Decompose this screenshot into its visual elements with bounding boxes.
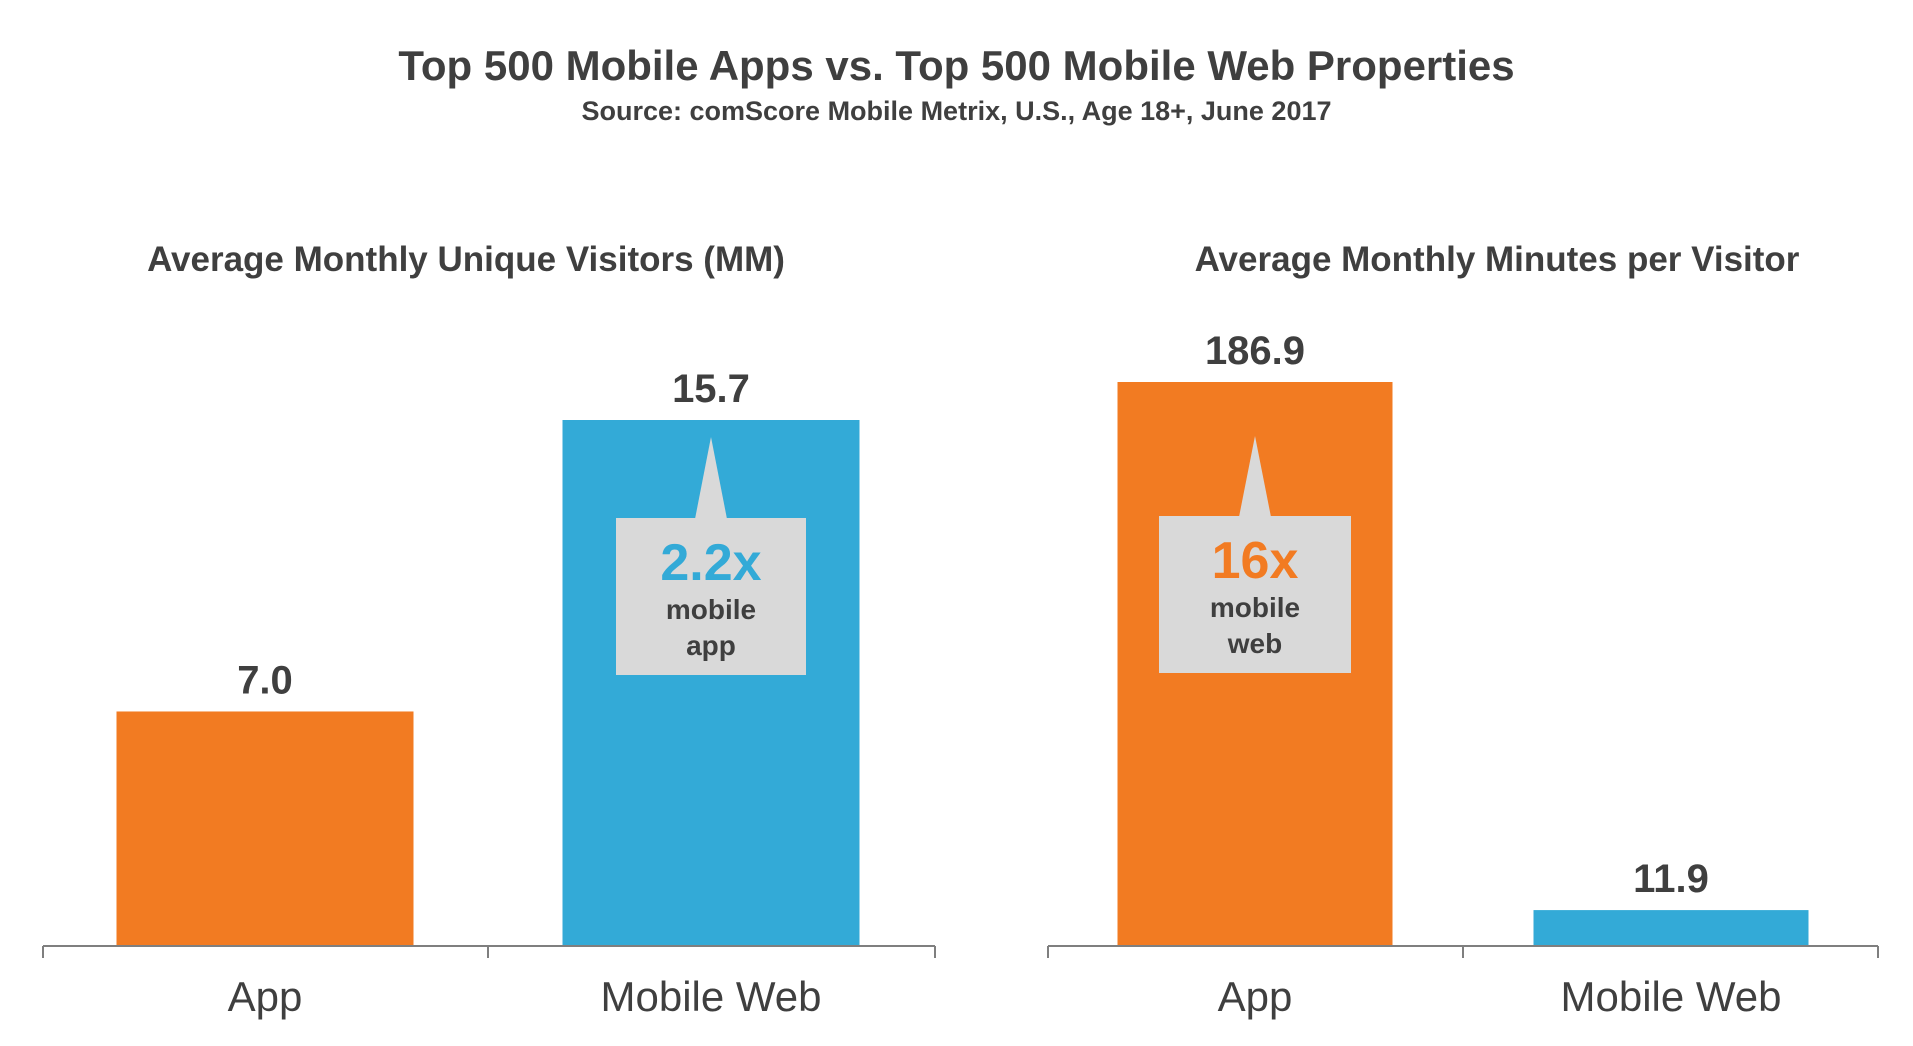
- callout-line1: mobile: [1210, 592, 1300, 623]
- chart-panel-1: Average Monthly Unique Visitors (MM) 7.0 A…: [42, 240, 936, 1020]
- callout-multiplier: 2.2x: [660, 534, 761, 592]
- callout-box: [616, 518, 806, 675]
- chart-subtitle: Source: comScore Mobile Metrix, U.S., Ag…: [581, 96, 1332, 126]
- callout-box: [1159, 516, 1351, 673]
- callout-pointer: [1239, 436, 1271, 517]
- value-label-app: 186.9: [1205, 329, 1305, 373]
- panel-title: Average Monthly Unique Visitors (MM): [147, 240, 785, 279]
- callout-pointer: [695, 437, 727, 519]
- callout-multiplier: 16x: [1212, 532, 1299, 590]
- chart-title: Top 500 Mobile Apps vs. Top 500 Mobile W…: [398, 42, 1515, 89]
- tick-label-app: App: [1218, 973, 1293, 1020]
- tick-label-mobile-web: Mobile Web: [1561, 973, 1782, 1020]
- chart-panel-2: Average Monthly Minutes per Visitor 186.9…: [1047, 240, 1879, 1020]
- callout-line2: app: [686, 630, 736, 661]
- bar-app: [116, 711, 414, 946]
- tick-label-app: App: [228, 973, 303, 1020]
- value-label-app: 7.0: [237, 658, 293, 702]
- bar-mobile-web: [1533, 910, 1809, 946]
- panel-title: Average Monthly Minutes per Visitor: [1195, 240, 1800, 279]
- callout-line2: web: [1227, 628, 1282, 659]
- callout-line1: mobile: [666, 594, 756, 625]
- value-label-mobile-web: 15.7: [672, 367, 750, 411]
- value-label-mobile-web: 11.9: [1633, 857, 1709, 901]
- tick-label-mobile-web: Mobile Web: [601, 973, 822, 1020]
